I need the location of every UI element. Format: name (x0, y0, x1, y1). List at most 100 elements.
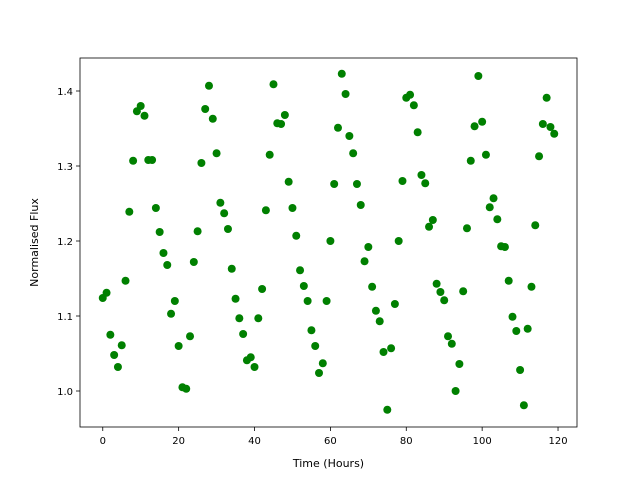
y-tick-label: 1.3 (57, 162, 73, 173)
scatter-point (349, 149, 358, 158)
scatter-point (523, 324, 532, 333)
scatter-point (535, 152, 544, 161)
scatter-point (379, 348, 388, 356)
scatter-point (531, 221, 540, 230)
scatter-point (409, 101, 418, 110)
scatter-point (170, 297, 179, 305)
scatter-point (204, 81, 213, 90)
scatter-point (333, 123, 342, 132)
scatter-point (542, 93, 551, 102)
scatter-point (337, 69, 346, 78)
scatter-point (394, 237, 403, 245)
scatter-point (356, 201, 365, 209)
scatter-point (235, 314, 244, 323)
scatter-point (129, 156, 138, 165)
scatter-point (163, 261, 172, 269)
scatter-point (284, 177, 293, 186)
scatter-point (223, 225, 232, 233)
scatter-point (299, 282, 308, 290)
scatter-point (227, 264, 236, 273)
scatter-point (148, 156, 157, 164)
y-tick-label: 1.4 (57, 87, 73, 98)
scatter-point (474, 72, 483, 80)
scatter-point (113, 363, 122, 371)
scatter-point (231, 294, 240, 303)
x-tick-label: 20 (172, 436, 185, 447)
x-tick-label: 120 (548, 436, 567, 447)
scatter-point (208, 114, 217, 123)
scatter-point (383, 405, 392, 414)
scatter-point (159, 249, 168, 257)
scatter-point (462, 224, 471, 233)
scatter-point (212, 149, 221, 158)
scatter-point (387, 344, 396, 353)
scatter-point (239, 330, 248, 338)
scatter-point (440, 296, 449, 305)
scatter-point (110, 351, 119, 359)
scatter-point (451, 387, 460, 395)
scatter-point (352, 180, 361, 188)
scatter-point (470, 122, 479, 131)
y-tick-label: 1.2 (57, 237, 73, 248)
scatter-point (280, 111, 289, 119)
scatter-point (121, 276, 130, 285)
scatter-point (364, 243, 373, 251)
scatter-point (155, 228, 164, 236)
scatter-point (459, 287, 468, 296)
scatter-point (341, 90, 350, 98)
scatter-point (512, 327, 521, 335)
scatter-point (311, 342, 320, 350)
x-tick-label: 80 (400, 436, 413, 447)
scatter-point (136, 102, 145, 110)
scatter-point (390, 300, 399, 308)
scatter-point (254, 314, 263, 323)
scatter-point (330, 180, 339, 188)
scatter-point (106, 330, 115, 339)
x-axis-label: Time (Hours) (292, 457, 364, 470)
x-tick-label: 0 (100, 436, 106, 447)
scatter-point (318, 359, 327, 368)
scatter-point (265, 150, 274, 159)
scatter-point (189, 258, 198, 266)
scatter-point (485, 203, 494, 212)
scatter-point (182, 384, 191, 393)
scatter-point (508, 312, 517, 321)
scatter-point (117, 341, 126, 350)
scatter-point (447, 339, 456, 348)
scatter-point (326, 237, 335, 245)
scatter-point (398, 177, 407, 185)
scatter-point (258, 285, 267, 293)
y-axis-label: Normalised Flux (28, 198, 41, 287)
scatter-point (201, 105, 210, 113)
scatter-point (220, 209, 229, 218)
scatter-point (216, 198, 225, 207)
scatter-point (425, 222, 434, 231)
scatter-point (504, 276, 513, 285)
scatter-point (500, 243, 509, 251)
scatter-point (455, 360, 464, 368)
scatter-point (432, 279, 441, 288)
plot-frame (79, 57, 578, 428)
scatter-point (167, 309, 176, 318)
scatter-point (436, 288, 445, 296)
scatter-point (140, 111, 149, 120)
scatter-point (519, 401, 528, 410)
scatter-point (261, 206, 270, 215)
scatter-point (360, 257, 369, 266)
y-tick-label: 1.0 (57, 387, 73, 398)
scatter-point (197, 159, 206, 167)
scatter-point (250, 363, 259, 371)
scatter-point (444, 332, 453, 341)
scatter-point (174, 342, 183, 350)
scatter-point (296, 266, 305, 275)
scatter-point (516, 366, 525, 374)
scatter-point (421, 179, 430, 188)
scatter-point (322, 297, 331, 305)
scatter-point (292, 231, 301, 240)
scatter-point (417, 171, 426, 179)
x-tick-label: 40 (248, 436, 261, 447)
scatter-point (493, 215, 502, 224)
